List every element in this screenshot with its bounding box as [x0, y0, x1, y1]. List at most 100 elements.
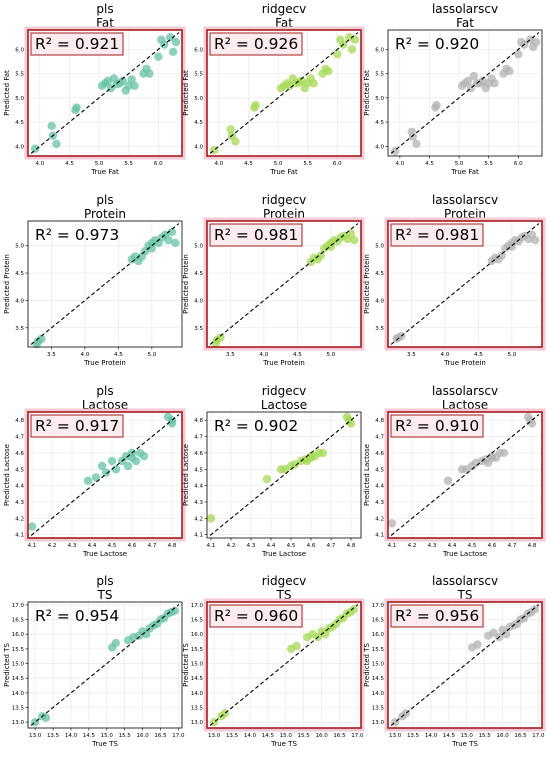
- y-tick-label: 4.3: [375, 500, 384, 506]
- highlight-glow: [24, 408, 186, 542]
- highlight-frame: [206, 29, 362, 157]
- y-tick-label: 4.7: [15, 435, 24, 441]
- x-tick-label: 14.5: [262, 733, 275, 739]
- data-point: [165, 33, 175, 42]
- y-tick-label: 16.0: [191, 632, 204, 638]
- highlight-glow: [384, 217, 546, 351]
- y-axis-label: Predicted Fat: [363, 70, 371, 116]
- x-tick-label: 4.7: [327, 543, 336, 549]
- y-tick-label: 15.0: [191, 662, 204, 668]
- x-tick-label: 4.0: [214, 161, 223, 167]
- data-point: [72, 103, 81, 112]
- data-point: [167, 227, 177, 237]
- highlight-glow: [384, 598, 546, 732]
- r2-label: R² = 0.917: [35, 417, 119, 435]
- y-tick-label: 13.5: [372, 705, 385, 711]
- x-tick-label: 6.0: [514, 161, 523, 167]
- highlight-frame: [27, 29, 183, 157]
- y-tick-label: 4.6: [15, 451, 24, 457]
- data-point: [124, 81, 133, 90]
- y-tick-label: 5.5: [375, 72, 384, 78]
- r2-label: R² = 0.910: [395, 417, 479, 435]
- y-tick-label: 13.5: [12, 705, 25, 711]
- x-tick-label: 16.5: [154, 733, 167, 739]
- y-tick-label: 13.5: [191, 705, 204, 711]
- r2-label: R² = 0.956: [395, 607, 479, 625]
- y-tick-label: 4.2: [15, 516, 24, 522]
- x-tick-label: 4.5: [293, 352, 302, 358]
- x-tick-label: 15.0: [101, 733, 114, 739]
- x-tick-label: 4.1: [388, 543, 397, 549]
- y-tick-label: 5.0: [375, 244, 384, 250]
- x-tick-label: 14.5: [83, 733, 96, 739]
- y-axis-label: Predicted TS: [3, 643, 11, 687]
- y-tick-label: 13.0: [372, 720, 385, 726]
- subplot-title-target: Protein: [84, 207, 126, 221]
- y-tick-label: 3.5: [375, 326, 384, 332]
- y-tick-label: 5.0: [194, 244, 203, 250]
- x-tick-label: 3.5: [226, 352, 235, 358]
- data-point: [473, 640, 482, 649]
- y-tick-label: 4.4: [194, 484, 203, 490]
- data-point: [527, 419, 537, 428]
- y-tick-label: 14.0: [12, 691, 25, 697]
- subplot-title-model: pls: [96, 574, 113, 588]
- data-point: [251, 100, 260, 110]
- x-tick-label: 4.3: [247, 543, 256, 549]
- x-tick-label: 4.0: [81, 352, 90, 358]
- y-tick-label: 4.2: [375, 516, 384, 522]
- y-tick-label: 16.5: [12, 618, 25, 624]
- y-tick-label: 4.0: [15, 298, 24, 304]
- y-tick-label: 4.5: [375, 467, 384, 473]
- subplot-title-model: lassolarscv: [432, 574, 498, 588]
- y-tick-label: 14.0: [372, 691, 385, 697]
- y-tick-label: 4.3: [194, 500, 203, 506]
- x-tick-label: 4.5: [114, 352, 123, 358]
- y-tick-label: 4.5: [194, 271, 203, 277]
- highlight-frame: [27, 411, 183, 539]
- y-axis-label: Predicted Lactose: [182, 444, 190, 506]
- r2-label: R² = 0.954: [35, 607, 119, 625]
- data-point: [47, 121, 56, 131]
- subplot-title-model: ridgecv: [262, 574, 307, 588]
- r2-badge: [30, 32, 124, 56]
- y-tick-label: 14.5: [191, 676, 204, 682]
- data-point: [514, 50, 523, 59]
- y-tick-label: 4.7: [194, 435, 203, 441]
- data-point: [326, 242, 336, 251]
- x-tick-label: 15.0: [461, 733, 474, 739]
- data-point: [118, 76, 127, 86]
- x-tick-label: 4.5: [108, 543, 117, 549]
- r2-badge: [390, 223, 484, 247]
- r2-badge: [390, 604, 484, 628]
- subplot-title-model: lassolarscv: [432, 2, 498, 16]
- y-tick-label: 4.5: [15, 271, 24, 277]
- subplot-title-model: pls: [96, 2, 113, 16]
- y-tick-label: 5.0: [15, 96, 24, 102]
- x-tick-label: 16.0: [496, 733, 509, 739]
- identity-line: [30, 414, 180, 536]
- x-axis-label: True Lactose: [442, 550, 487, 558]
- x-axis-label: True TS: [451, 740, 478, 748]
- y-tick-label: 16.5: [191, 618, 204, 624]
- data-point: [316, 251, 326, 260]
- x-tick-label: 4.4: [88, 543, 97, 549]
- subplot-title-model: ridgecv: [262, 384, 307, 398]
- x-tick-label: 4.5: [468, 543, 477, 549]
- highlight-frame: [206, 220, 362, 348]
- highlight-glow: [384, 408, 546, 542]
- x-tick-label: 16.0: [136, 733, 149, 739]
- x-tick-label: 13.0: [208, 733, 221, 739]
- data-point: [531, 37, 541, 47]
- data-point: [145, 69, 154, 78]
- subplot-title-model: lassolarscv: [432, 193, 498, 207]
- y-tick-label: 4.2: [194, 516, 203, 522]
- data-point: [171, 37, 181, 47]
